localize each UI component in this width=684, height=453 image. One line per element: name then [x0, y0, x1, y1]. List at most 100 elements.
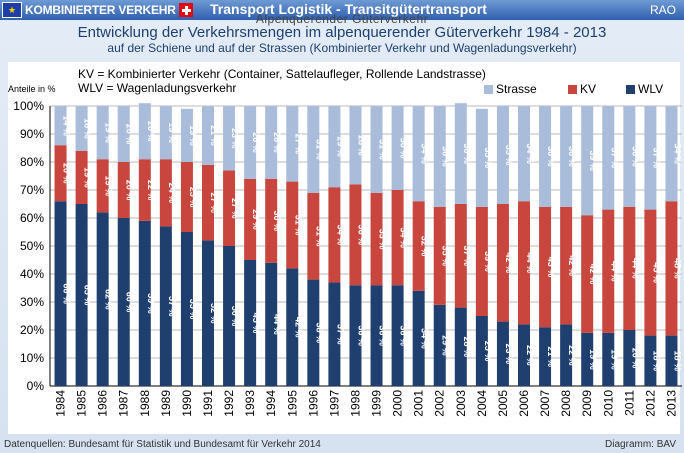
- bar-strasse: [75, 106, 88, 151]
- data-label: 34 %: [525, 143, 535, 164]
- bar-kv: [412, 201, 425, 291]
- data-label: 36 %: [462, 143, 472, 164]
- data-label: 43 %: [546, 257, 556, 278]
- data-label: 34 %: [420, 328, 430, 349]
- bar-kv: [518, 201, 530, 325]
- legend-kv: KV: [568, 82, 596, 96]
- data-label: 44 %: [272, 314, 282, 335]
- data-label: 19 %: [83, 167, 93, 188]
- y-tick-label: 20%: [20, 323, 44, 337]
- y-tick-label: 80%: [20, 155, 44, 169]
- legend-label: WLV: [638, 82, 664, 96]
- data-label: 27 %: [293, 134, 303, 155]
- x-tick-label: 1992: [222, 390, 236, 417]
- data-label: 57 %: [167, 296, 177, 317]
- data-label: 29 %: [441, 335, 451, 356]
- bar-wlv: [475, 316, 488, 386]
- data-label: 48 %: [672, 258, 682, 279]
- bar-strasse: [412, 106, 425, 202]
- swiss-flag-icon: [178, 3, 193, 17]
- x-tick-label: 1990: [180, 390, 194, 417]
- bar-strasse: [560, 106, 573, 207]
- bar-wlv: [307, 279, 320, 386]
- bar-kv: [665, 201, 678, 336]
- data-label: 62 %: [104, 289, 114, 310]
- data-label: 30 %: [272, 211, 282, 232]
- bar-wlv: [117, 218, 130, 386]
- data-label: 36 %: [441, 146, 451, 167]
- x-tick-label: 1986: [96, 390, 110, 417]
- bar-wlv: [328, 282, 341, 386]
- bar-wlv: [370, 285, 383, 386]
- y-tick-label: 0%: [27, 379, 45, 393]
- y-tick-label: 50%: [20, 239, 44, 253]
- bar-kv: [560, 206, 573, 325]
- bar-strasse: [475, 108, 488, 207]
- bar-wlv: [265, 262, 278, 386]
- data-label: 19 %: [588, 349, 598, 370]
- data-label: 14 %: [62, 115, 72, 136]
- bar-wlv: [665, 335, 678, 386]
- bar-wlv: [602, 332, 615, 386]
- x-tick-label: 2006: [517, 390, 531, 417]
- data-label: 35 %: [483, 148, 493, 169]
- bar-kv: [328, 187, 341, 283]
- x-tick-label: 1994: [264, 390, 278, 417]
- legend-label: KV: [580, 82, 597, 96]
- bar-wlv: [560, 324, 573, 386]
- data-label: 28 %: [356, 135, 366, 156]
- bar-wlv: [454, 307, 467, 386]
- data-label: 20 %: [125, 124, 135, 145]
- banner-title: Transport Logistik - Transitgütertranspo…: [210, 1, 487, 17]
- data-label: 27 %: [209, 192, 219, 213]
- bar-wlv: [75, 204, 88, 386]
- data-label: 42 %: [504, 253, 514, 274]
- data-label: 36 %: [567, 146, 577, 167]
- bar-strasse: [244, 106, 257, 179]
- bar-wlv: [244, 260, 257, 386]
- data-label: 45 %: [651, 262, 661, 283]
- eu-flag-icon: ★: [2, 2, 22, 18]
- data-label: 29 %: [335, 136, 345, 157]
- bar-strasse: [433, 106, 446, 207]
- data-label: 32 %: [420, 236, 430, 257]
- data-label: 33 %: [378, 229, 388, 250]
- data-label: 16 %: [83, 118, 93, 139]
- data-label: 22 %: [525, 345, 535, 366]
- legend-strasse: Strasse: [484, 82, 537, 96]
- x-tick-label: 2009: [580, 390, 594, 417]
- x-tick-label: 2002: [433, 390, 447, 417]
- logo-text: KOMBINIERTER VERKEHR: [25, 3, 176, 17]
- data-label: 34 %: [672, 143, 682, 164]
- banner-rao: RAO: [649, 3, 676, 17]
- bar-kv: [475, 206, 488, 316]
- legend-note-wlv: WLV = Wagenladungsverkehr: [78, 81, 237, 95]
- data-label: 44 %: [609, 261, 619, 282]
- legend-swatch: [568, 84, 577, 94]
- bar-strasse: [349, 106, 362, 185]
- data-label: 45 %: [251, 313, 261, 334]
- bar-strasse: [581, 106, 594, 216]
- bar-wlv: [202, 240, 214, 386]
- data-label: 29 %: [251, 209, 261, 230]
- x-tick-label: 2000: [391, 390, 405, 417]
- data-label: 31 %: [314, 226, 324, 247]
- bar-wlv: [96, 212, 109, 386]
- bar-wlv: [54, 201, 67, 386]
- bar-kv: [265, 178, 278, 263]
- data-label: 42 %: [588, 264, 598, 285]
- legend-swatch: [626, 84, 635, 94]
- data-label: 19 %: [188, 125, 198, 146]
- bar-strasse: [665, 106, 678, 202]
- bar-kv: [75, 150, 88, 204]
- bar-kv: [602, 209, 615, 333]
- data-label: 20 %: [62, 163, 72, 184]
- bar-wlv: [138, 220, 151, 386]
- bar-strasse: [454, 103, 467, 204]
- bar-kv: [539, 206, 552, 328]
- bar-kv: [623, 206, 636, 330]
- bar-strasse: [539, 106, 552, 207]
- data-label: 36 %: [399, 325, 409, 346]
- bar-wlv: [286, 268, 299, 386]
